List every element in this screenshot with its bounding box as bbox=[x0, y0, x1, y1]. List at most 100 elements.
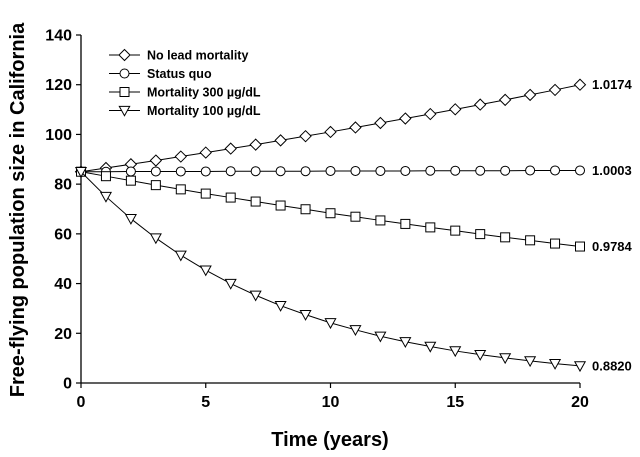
data-point-circle bbox=[250, 166, 261, 177]
series-line bbox=[80, 171, 581, 367]
data-point-square bbox=[125, 175, 136, 186]
data-point-square bbox=[400, 218, 411, 229]
data-point-circle bbox=[350, 165, 361, 176]
data-point-circle bbox=[175, 166, 186, 177]
series-triangle-down: 0.8820 bbox=[74, 167, 632, 373]
data-point-circle bbox=[575, 165, 585, 176]
data-point-diamond bbox=[249, 138, 262, 151]
legend-label: Mortality 300 µg/dL bbox=[147, 86, 261, 100]
data-point-diamond bbox=[324, 125, 337, 139]
data-point-triangle bbox=[573, 361, 587, 373]
y-tick-label: 140 bbox=[45, 28, 72, 45]
data-point-diamond bbox=[118, 48, 131, 62]
data-point-diamond bbox=[149, 154, 163, 167]
data-point-triangle bbox=[74, 167, 88, 178]
series-end-label: 1.0003 bbox=[592, 163, 632, 178]
data-point-triangle bbox=[349, 325, 362, 337]
data-point-diamond bbox=[199, 146, 212, 159]
x-tick-label: 20 bbox=[571, 394, 589, 411]
data-point-circle bbox=[119, 68, 130, 79]
data-point-circle bbox=[300, 166, 311, 177]
series-square: 0.9784 bbox=[76, 166, 633, 254]
legend-item: No lead mortality bbox=[109, 49, 248, 63]
data-point-square bbox=[375, 215, 386, 226]
axes: 0 20 40 60 80 100 120 140 0 5 10 15 20 bbox=[45, 28, 589, 412]
legend-item: Status quo bbox=[109, 67, 212, 81]
data-point-diamond bbox=[399, 112, 412, 125]
data-point-square bbox=[275, 200, 286, 211]
data-point-triangle bbox=[224, 278, 237, 290]
data-point-square bbox=[500, 232, 511, 243]
data-point-diamond bbox=[449, 103, 462, 116]
legend-item: Mortality 300 µg/dL bbox=[109, 86, 261, 100]
data-point-square bbox=[250, 196, 261, 207]
data-point-diamond bbox=[473, 98, 487, 111]
data-point-circle bbox=[450, 165, 461, 176]
data-point-triangle bbox=[324, 318, 337, 330]
data-point-diamond bbox=[274, 134, 287, 147]
data-point-triangle bbox=[199, 265, 212, 277]
y-tick-label: 100 bbox=[45, 127, 72, 144]
data-point-square bbox=[175, 184, 186, 195]
data-point-circle bbox=[425, 165, 436, 176]
data-point-triangle bbox=[449, 346, 462, 358]
data-point-circle bbox=[375, 165, 386, 176]
data-point-diamond bbox=[523, 88, 537, 102]
data-point-triangle bbox=[474, 350, 487, 361]
series-layer: 1.0174 1.0003 0.9784 0.8820 bbox=[74, 77, 633, 373]
data-point-square bbox=[200, 188, 211, 199]
data-point-circle bbox=[550, 165, 561, 176]
x-axis-title: Time (years) bbox=[271, 429, 388, 451]
data-point-triangle bbox=[149, 233, 162, 245]
legend-item: Mortality 100 µg/dL bbox=[109, 104, 261, 118]
data-point-square bbox=[150, 180, 161, 191]
data-point-square bbox=[119, 87, 130, 97]
data-point-circle bbox=[400, 165, 411, 176]
legend: No lead mortality Status quo Mortality 300… bbox=[109, 49, 261, 118]
data-point-triangle bbox=[274, 301, 287, 312]
series-end-label: 0.8820 bbox=[592, 358, 632, 373]
data-point-diamond bbox=[349, 121, 362, 134]
data-point-triangle bbox=[424, 341, 437, 353]
data-point-triangle bbox=[374, 331, 387, 343]
x-tick-label: 15 bbox=[446, 394, 464, 411]
y-tick-label: 0 bbox=[63, 376, 72, 393]
y-tick-label: 120 bbox=[45, 77, 72, 94]
data-point-triangle bbox=[99, 191, 112, 203]
data-point-circle bbox=[225, 166, 236, 177]
data-point-triangle bbox=[118, 105, 131, 117]
data-point-diamond bbox=[573, 78, 587, 91]
x-tick-label: 5 bbox=[201, 394, 210, 411]
data-point-triangle bbox=[299, 309, 312, 321]
data-point-square bbox=[100, 171, 111, 182]
data-point-diamond bbox=[299, 129, 312, 143]
data-point-square bbox=[450, 225, 461, 236]
data-point-circle bbox=[525, 165, 536, 176]
x-tick-label: 0 bbox=[77, 394, 86, 411]
legend-label: Status quo bbox=[147, 67, 212, 81]
data-point-square bbox=[475, 229, 486, 240]
data-point-diamond bbox=[548, 83, 562, 97]
data-point-circle bbox=[500, 165, 511, 176]
data-point-triangle bbox=[399, 337, 412, 348]
data-point-square bbox=[300, 204, 311, 215]
data-point-square bbox=[425, 222, 436, 233]
data-point-diamond bbox=[174, 150, 188, 163]
series-end-label: 1.0174 bbox=[592, 77, 633, 92]
data-point-square bbox=[225, 192, 236, 203]
data-point-circle bbox=[325, 165, 336, 176]
data-point-triangle bbox=[249, 290, 262, 302]
series-circle: 1.0003 bbox=[76, 163, 632, 178]
data-point-triangle bbox=[124, 214, 137, 225]
y-tick-label: 40 bbox=[54, 276, 72, 293]
data-point-diamond bbox=[224, 142, 237, 155]
data-point-triangle bbox=[499, 353, 512, 365]
data-point-circle bbox=[125, 166, 136, 177]
data-point-diamond bbox=[374, 116, 387, 130]
data-point-diamond bbox=[424, 107, 437, 121]
legend-label: No lead mortality bbox=[147, 49, 248, 63]
data-point-circle bbox=[150, 166, 161, 177]
y-axis-title: Free-flying population size in Californi… bbox=[7, 22, 29, 397]
y-tick-label: 80 bbox=[54, 177, 72, 194]
